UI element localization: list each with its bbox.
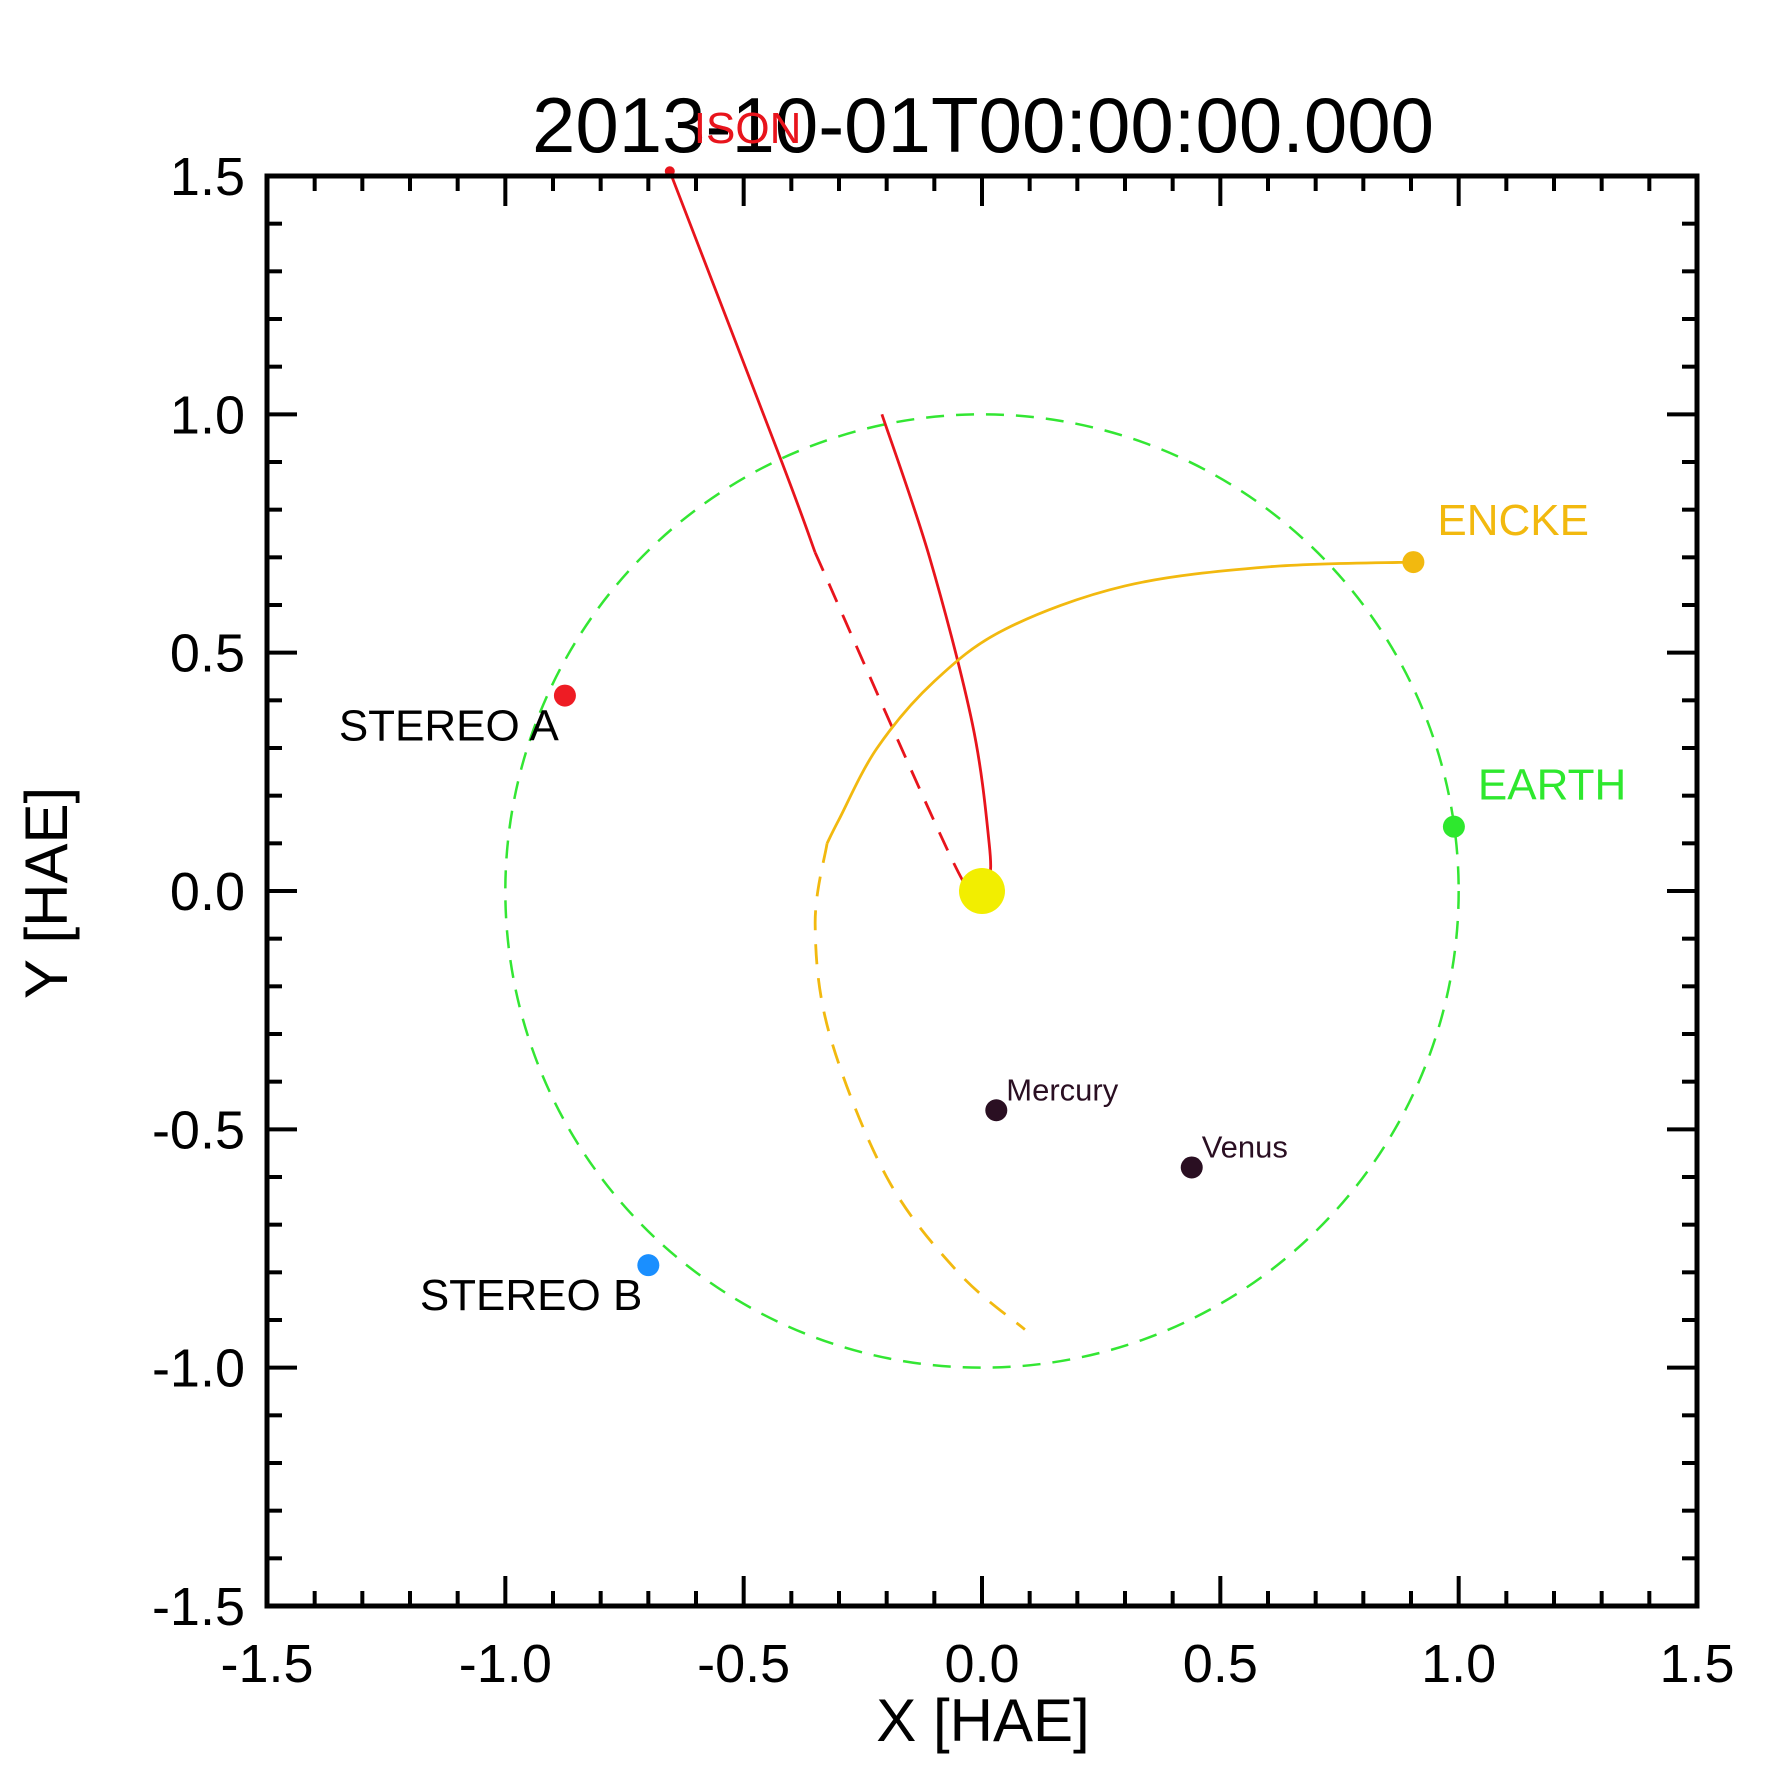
x-axis-title: X [HAE] — [876, 1687, 1089, 1754]
ison-label: ISON — [694, 104, 802, 153]
ison-inbound-track — [668, 170, 817, 554]
earth-label: EARTH — [1478, 761, 1626, 810]
venus-label: Venus — [1202, 1129, 1288, 1164]
axis-tick-labels: -1.5 -1.0 -0.5 0.0 0.5 1.0 1.5 -1.5 -1.0 -0.5 0.0 0… — [152, 147, 1735, 1694]
earth-marker — [1442, 815, 1465, 838]
y-tick-label: 1.5 — [170, 147, 245, 207]
x-tick-label: 1.0 — [1421, 1634, 1496, 1694]
chart-title: 2013-10-01T00:00:00.000 — [532, 81, 1434, 169]
y-tick-label: -1.5 — [152, 1577, 245, 1637]
plot-frame — [264, 173, 1700, 1609]
x-tick-label: 0.5 — [1183, 1634, 1258, 1694]
stereo-a-label: STEREO A — [339, 702, 560, 751]
x-tick-label: -1.0 — [459, 1634, 552, 1694]
y-tick-label: -1.0 — [152, 1339, 245, 1399]
encke-orbit-track — [825, 560, 1414, 844]
encke-label: ENCKE — [1437, 496, 1589, 545]
celestial-objects: STEREO A STEREO B EARTH ENCKE Mercury Venus IS… — [339, 104, 1626, 1320]
y-tick-label: 0.0 — [170, 862, 245, 922]
stereo-b-marker — [637, 1254, 660, 1277]
x-tick-label: 0.0 — [944, 1634, 1019, 1694]
stereo-a-marker — [553, 684, 576, 707]
x-tick-label: -0.5 — [697, 1634, 790, 1694]
earth-orbit-circle — [504, 413, 1460, 1369]
mercury-marker — [985, 1099, 1008, 1122]
sun-marker — [959, 868, 1005, 914]
y-tick-label: 1.0 — [170, 385, 245, 445]
y-tick-label: 0.5 — [170, 624, 245, 684]
mercury-label: Mercury — [1006, 1072, 1118, 1107]
venus-marker — [1180, 1156, 1203, 1179]
y-axis-title: Y [HAE] — [13, 787, 80, 999]
stereo-b-label: STEREO B — [420, 1271, 643, 1320]
encke-marker — [1402, 551, 1425, 574]
encke-orbit-behind-track — [813, 843, 1026, 1331]
y-tick-label: -0.5 — [152, 1100, 245, 1160]
x-tick-label: -1.5 — [220, 1634, 313, 1694]
x-tick-label: 1.5 — [1659, 1634, 1734, 1694]
